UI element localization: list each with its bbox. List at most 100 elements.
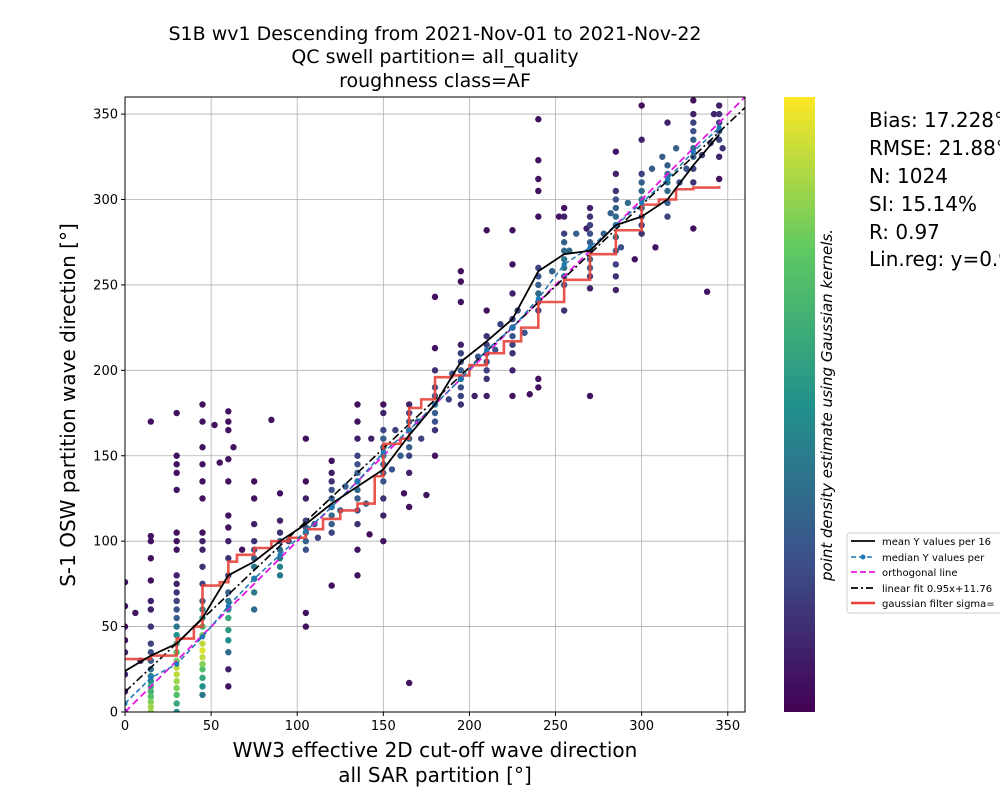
scatter-point	[521, 329, 528, 336]
scatter-point	[250, 478, 258, 485]
scatter-point	[715, 153, 723, 160]
legend-box	[846, 532, 1000, 614]
scatter-point	[509, 367, 516, 374]
scatter-point	[354, 572, 361, 579]
scatter-point	[548, 268, 556, 275]
scatter-point	[328, 582, 335, 589]
scatter-point	[445, 396, 452, 403]
y-tick-label: 150	[93, 449, 118, 464]
scatter-point	[483, 332, 490, 340]
scatter-point	[672, 145, 680, 152]
scatter-point	[173, 597, 180, 605]
scatter-point	[225, 649, 232, 656]
scatter-point	[483, 392, 490, 400]
scatter-point	[250, 537, 258, 545]
x-axis-label-line-1: WW3 effective 2D cut-off wave direction	[233, 738, 638, 762]
median-marker	[509, 325, 516, 331]
stat-n: N: 1024	[869, 164, 948, 188]
scatter-point	[199, 563, 206, 570]
scatter-point	[328, 486, 335, 494]
scatter-point	[586, 392, 594, 400]
scatter-point	[173, 589, 180, 596]
scatter-point	[125, 623, 129, 630]
scatter-point	[586, 230, 594, 237]
chart-title-line-2: QC swell partition= all_quality	[291, 46, 578, 68]
median-marker	[406, 427, 412, 433]
scatter-point	[225, 455, 232, 463]
scatter-point	[302, 435, 310, 442]
scatter-point	[715, 175, 723, 183]
scatter-point	[509, 227, 516, 234]
scatter-point	[392, 426, 399, 434]
scatter-point	[710, 110, 718, 118]
scatter-point	[328, 469, 335, 477]
scatter-point	[173, 580, 180, 588]
scatter-point	[354, 452, 361, 459]
scatter-point	[405, 469, 413, 477]
scatter-point	[147, 640, 155, 647]
scatter-point	[302, 623, 310, 630]
scatter-point	[199, 640, 206, 647]
median-marker	[561, 261, 567, 268]
y-tick-label: 300	[93, 193, 118, 208]
scatter-point	[648, 165, 656, 172]
scatter-point	[276, 563, 284, 570]
scatter-point	[199, 683, 206, 690]
scatter-point	[225, 524, 232, 531]
scatter-point	[526, 391, 533, 398]
scatter-point	[586, 204, 594, 212]
stat-r: R: 0.97	[869, 220, 940, 244]
scatter-point	[457, 268, 465, 275]
scatter-point	[125, 637, 129, 644]
stat-rmse: RMSE: 21.88°	[869, 136, 1000, 160]
scatter-point	[302, 495, 310, 502]
scatter-point	[199, 674, 206, 682]
stat-linreg: Lin.reg: y=0.95x+11.76	[869, 247, 1000, 271]
scatter-point	[328, 512, 335, 519]
scatter-point	[683, 165, 690, 172]
scatter-point	[690, 97, 697, 104]
median-marker	[125, 700, 128, 707]
scatter-point	[328, 495, 335, 502]
scatter-point	[342, 483, 349, 490]
scatter-point	[560, 204, 568, 212]
scatter-point	[368, 435, 375, 442]
scatter-point	[431, 452, 439, 459]
scatter-point	[147, 606, 155, 613]
scatter-point	[173, 537, 180, 545]
scatter-point	[173, 546, 180, 553]
x-tick-label: 300	[629, 719, 654, 734]
scatter-point	[624, 199, 632, 207]
orthogonal-line	[125, 97, 745, 712]
scatter-point	[457, 392, 465, 400]
scatter-point	[225, 597, 232, 605]
scatter-point	[560, 230, 568, 237]
scatter-point	[354, 461, 361, 468]
scatter-point	[612, 261, 620, 268]
y-tick-label: 50	[101, 620, 118, 635]
scatter-point	[690, 127, 697, 135]
scatter-point	[380, 537, 387, 545]
scatter-point	[380, 401, 387, 408]
scatter-point	[238, 546, 246, 553]
colorbar	[784, 97, 815, 712]
x-tick-label: 100	[285, 719, 310, 734]
scatter-point	[302, 609, 310, 617]
scatter-point	[715, 136, 723, 143]
scatter-point	[328, 457, 335, 465]
scatter-point	[664, 119, 671, 126]
scatter-point	[638, 170, 645, 178]
scatter-point	[225, 426, 232, 434]
scatter-point	[659, 153, 666, 160]
scatter-point	[147, 577, 155, 584]
median-marker	[380, 449, 386, 455]
scatter-point	[631, 256, 638, 263]
scatter-point	[483, 375, 490, 383]
scatter-point	[354, 435, 361, 442]
scatter-point	[225, 555, 232, 562]
scatter-point	[535, 375, 542, 383]
scatter-point	[230, 444, 237, 451]
scatter-point	[405, 452, 413, 459]
scatter-point	[612, 204, 620, 212]
scatter-point	[199, 660, 206, 668]
